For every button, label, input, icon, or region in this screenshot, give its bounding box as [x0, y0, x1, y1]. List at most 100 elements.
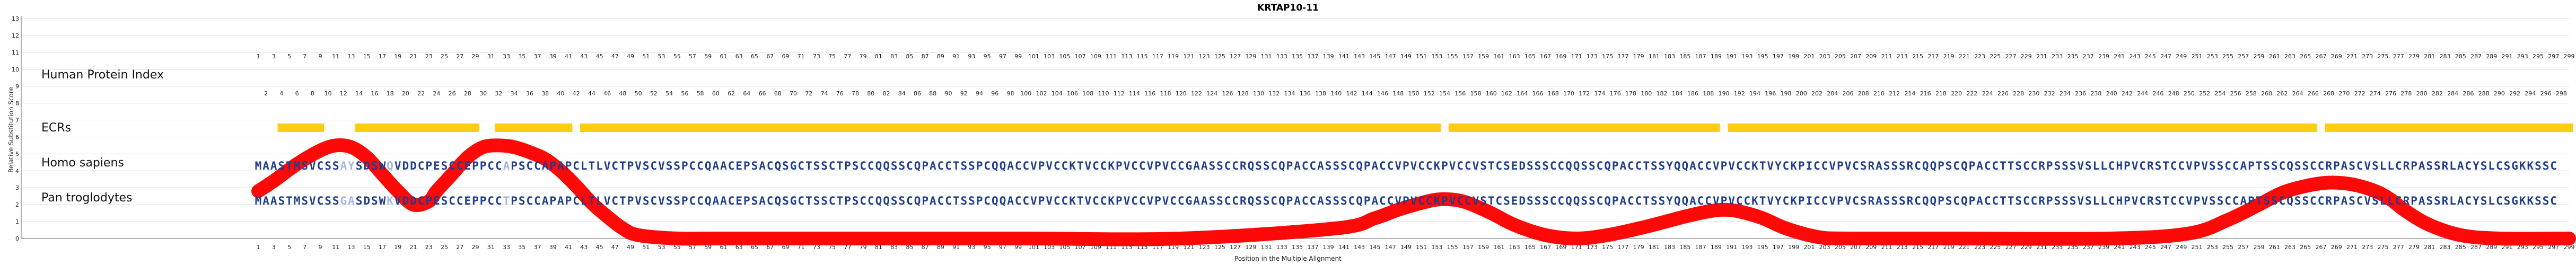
index-number: 160 — [1486, 90, 1497, 97]
residue: S — [1208, 160, 1215, 172]
x-tick-label: 133 — [1276, 244, 1287, 251]
residue: R — [2403, 195, 2410, 207]
x-tick-label: 263 — [2284, 244, 2295, 251]
residue: C — [937, 160, 944, 172]
residue: L — [2380, 195, 2387, 207]
residue: P — [976, 195, 983, 207]
y-tick-label: 9 — [15, 83, 19, 90]
residue: C — [1550, 160, 1557, 172]
index-number: 292 — [2509, 90, 2520, 97]
index-number: 205 — [1835, 53, 1846, 60]
residue: A — [340, 160, 347, 172]
residue: A — [1620, 160, 1627, 172]
x-tick-label: 213 — [1897, 244, 1908, 251]
x-tick-label: 127 — [1230, 244, 1241, 251]
index-number: 110 — [1098, 90, 1109, 97]
residue: T — [836, 195, 843, 207]
residue: C — [2031, 160, 2038, 172]
residue: D — [1519, 195, 1526, 207]
x-tick-label: 165 — [1524, 244, 1536, 251]
x-tick-label: 209 — [1865, 244, 1877, 251]
index-number: 130 — [1253, 90, 1264, 97]
residue: Q — [1356, 160, 1363, 172]
residue: P — [627, 160, 634, 172]
index-number: 34 — [511, 90, 518, 97]
index-number: 225 — [1990, 53, 2001, 60]
residue: S — [821, 160, 828, 172]
residue: C — [1465, 160, 1471, 172]
residue: Q — [1674, 195, 1681, 207]
residue: E — [433, 160, 440, 172]
x-tick-label: 221 — [1959, 244, 1970, 251]
residue: V — [1046, 160, 1053, 172]
residue: P — [1038, 160, 1045, 172]
residue: R — [1868, 160, 1874, 172]
index-number: 16 — [371, 90, 378, 97]
residue: E — [465, 195, 471, 207]
x-tick-label: 245 — [2145, 244, 2156, 251]
x-tick-label: 255 — [2222, 244, 2233, 251]
residue: C — [1736, 160, 1743, 172]
index-number: 285 — [2455, 53, 2466, 60]
y-tick-label: 6 — [15, 134, 19, 140]
residue: T — [953, 160, 960, 172]
x-tick-label: 63 — [735, 244, 743, 251]
residue: P — [472, 160, 479, 172]
index-number: 96 — [991, 90, 998, 97]
x-tick-label: 75 — [828, 244, 836, 251]
residue: K — [1069, 195, 1076, 207]
residue: C — [487, 160, 494, 172]
index-number: 156 — [1455, 90, 1466, 97]
residue: G — [2511, 160, 2518, 172]
residue: V — [1410, 195, 1417, 207]
residue: C — [2031, 195, 2038, 207]
index-number: 298 — [2556, 90, 2567, 97]
residue: A — [2457, 195, 2464, 207]
residue: A — [348, 195, 355, 207]
residue: P — [1612, 195, 1619, 207]
index-number: 82 — [883, 90, 890, 97]
residue: C — [2108, 160, 2115, 172]
residue: D — [1519, 160, 1526, 172]
x-tick-label: 241 — [2114, 244, 2125, 251]
residue: C — [1705, 160, 1712, 172]
index-number: 138 — [1315, 90, 1326, 97]
residue: S — [1480, 195, 1487, 207]
residue: C — [1022, 195, 1029, 207]
index-number: 88 — [929, 90, 936, 97]
index-number: 53 — [658, 53, 665, 60]
index-number: 90 — [945, 90, 952, 97]
residue: V — [1845, 160, 1852, 172]
index-number: 8 — [311, 90, 314, 97]
index-number: 142 — [1346, 90, 1357, 97]
residue: A — [1689, 195, 1696, 207]
residue: K — [1069, 160, 1076, 172]
residue: S — [666, 160, 673, 172]
residue: S — [2294, 195, 2301, 207]
residue: S — [1333, 195, 1339, 207]
index-number: 279 — [2408, 53, 2420, 60]
index-number: 64 — [743, 90, 750, 97]
x-tick-label: 163 — [1509, 244, 1520, 251]
index-number: 201 — [1803, 53, 1815, 60]
index-number: 245 — [2145, 53, 2156, 60]
residue: Q — [1604, 160, 1611, 172]
index-number: 49 — [627, 53, 634, 60]
residue: S — [1581, 195, 1588, 207]
index-number: 250 — [2184, 90, 2195, 97]
x-tick-label: 43 — [580, 244, 588, 251]
index-number: 280 — [2416, 90, 2428, 97]
residue: C — [2023, 160, 2030, 172]
index-number: 93 — [968, 53, 975, 60]
index-number: 220 — [1951, 90, 1962, 97]
index-number: 273 — [2362, 53, 2373, 60]
residue: C — [495, 195, 502, 207]
residue: L — [2100, 160, 2107, 172]
residue: I — [1806, 195, 1813, 207]
residue: P — [480, 195, 487, 207]
residue: Q — [1573, 195, 1580, 207]
residue: C — [2279, 160, 2286, 172]
residue: Y — [1666, 160, 1673, 172]
residue: S — [1946, 195, 1952, 207]
index-number: 44 — [588, 90, 595, 97]
